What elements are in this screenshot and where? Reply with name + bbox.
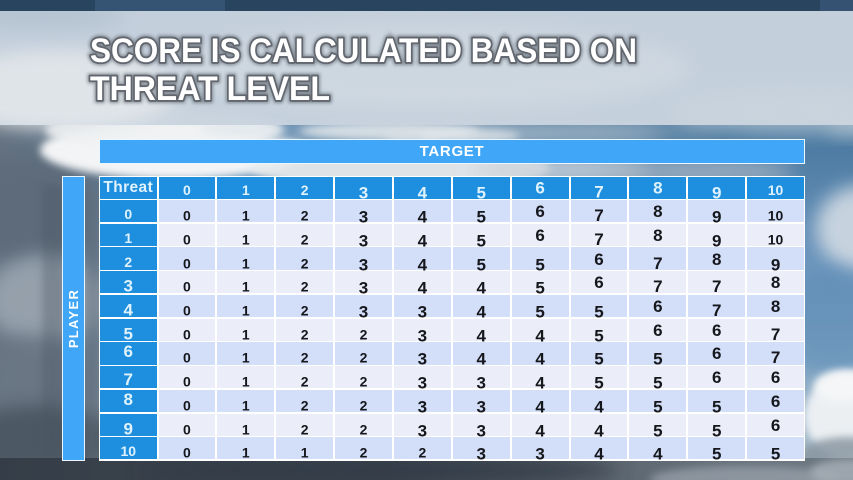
- svg-text:SCORE IS CALCULATED BASED ON: SCORE IS CALCULATED BASED ON: [90, 32, 637, 70]
- svg-text:THREAT LEVEL: THREAT LEVEL: [90, 70, 330, 108]
- svg-text:SCORE IS CALCULATED BASED ON: SCORE IS CALCULATED BASED ON: [90, 32, 637, 70]
- svg-text:THREAT LEVEL: THREAT LEVEL: [90, 70, 330, 108]
